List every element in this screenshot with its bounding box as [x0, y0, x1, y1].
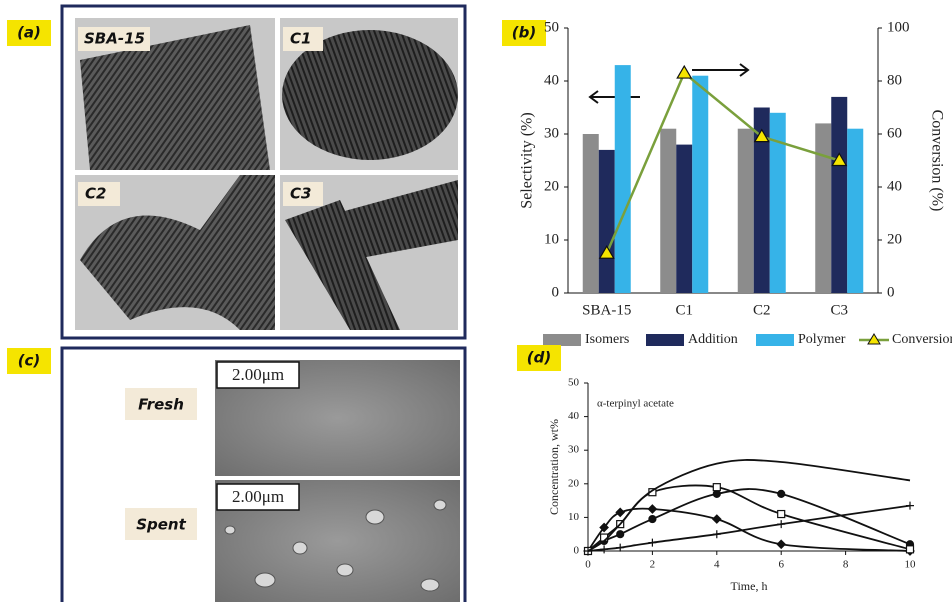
y-tick-label: 40: [544, 72, 559, 88]
x-tick-label: 0: [585, 559, 591, 571]
bar: [583, 134, 599, 293]
panel-label: (d): [527, 349, 551, 367]
bar: [738, 129, 754, 293]
y-tick-label: 30: [568, 444, 580, 456]
y-tick-label: 0: [552, 284, 560, 300]
x-tick-label: C2: [753, 302, 771, 318]
line: [607, 73, 840, 253]
scale-bar-label: 2.00μm: [232, 365, 284, 384]
image-label: SBA-15: [84, 30, 145, 48]
marker: [616, 544, 624, 552]
y2-tick-label: 0: [887, 284, 895, 300]
line: [588, 489, 910, 551]
bar: [615, 65, 631, 293]
y-tick-label: 0: [574, 545, 580, 557]
figure: (a) SBA-15 C1 C2 C3 (c) 2.00μm 2.00μm: [0, 0, 952, 602]
x-tick-label: 8: [843, 559, 849, 571]
bar: [676, 145, 692, 293]
legend-label: Isomers: [585, 332, 629, 347]
marker: [907, 546, 914, 553]
marker: [648, 539, 656, 547]
sample-label: Spent: [136, 516, 186, 534]
bar: [660, 129, 676, 293]
legend-swatch: [646, 334, 684, 346]
y-tick-label: 10: [568, 511, 580, 523]
legend-swatch: [543, 334, 581, 346]
y2-tick-label: 20: [887, 231, 902, 247]
legend-label: Polymer: [798, 332, 846, 347]
y-axis-label: Concentration, wt%: [547, 419, 561, 515]
annotation: α-terpinyl acetate: [597, 398, 674, 410]
y-tick-label: 20: [544, 178, 559, 194]
y-tick-label: 50: [544, 19, 559, 35]
marker: [677, 66, 691, 78]
sample-label: Fresh: [138, 396, 184, 414]
panel-a: (a) SBA-15 C1 C2 C3: [7, 6, 465, 338]
y-tick-label: 50: [568, 377, 580, 389]
y2-tick-label: 60: [887, 125, 902, 141]
x-tick-label: 10: [905, 559, 917, 571]
marker: [713, 490, 720, 497]
bar: [599, 150, 615, 293]
panel-label: (c): [18, 352, 41, 370]
y2-axis-label: Conversion (%): [928, 110, 945, 212]
y-axis-label: Selectivity (%): [519, 112, 536, 208]
marker: [648, 505, 656, 513]
x-tick-label: 6: [778, 559, 784, 571]
image-label: C3: [290, 185, 311, 203]
marker: [713, 515, 721, 523]
bar: [692, 76, 708, 293]
x-axis-label: Time, h: [731, 579, 768, 593]
scale-bar-label: 2.00μm: [232, 487, 284, 506]
panel-label: (b): [512, 24, 536, 42]
marker: [777, 520, 785, 528]
marker: [617, 531, 624, 538]
marker: [713, 530, 721, 538]
marker: [649, 516, 656, 523]
image-label: C1: [290, 30, 311, 48]
legend-swatch: [756, 334, 794, 346]
bar: [815, 123, 831, 293]
marker: [778, 490, 785, 497]
x-tick-label: C3: [830, 302, 848, 318]
y-tick-label: 40: [568, 410, 580, 422]
bar: [831, 97, 847, 293]
marker: [713, 484, 720, 491]
panel-label: (a): [17, 24, 41, 42]
marker: [906, 502, 914, 510]
panel-c: (c) 2.00μm 2.00μm Fresh Spent: [7, 348, 465, 602]
marker: [616, 508, 624, 516]
axis-arrows: [590, 64, 748, 103]
bar: [847, 129, 863, 293]
marker: [777, 540, 785, 548]
x-tick-label: 2: [650, 559, 656, 571]
line: [588, 485, 910, 551]
y2-tick-label: 80: [887, 72, 902, 88]
x-tick-label: C1: [675, 302, 693, 318]
marker: [600, 545, 608, 553]
image-label: C2: [85, 185, 106, 203]
y-tick-label: 20: [568, 477, 580, 489]
marker: [778, 511, 785, 518]
y2-tick-label: 100: [887, 19, 910, 35]
x-tick-label: 4: [714, 559, 720, 571]
y-tick-label: 10: [544, 231, 559, 247]
y-tick-label: 30: [544, 125, 559, 141]
legend-label: Addition: [688, 332, 738, 347]
x-tick-label: SBA-15: [582, 302, 631, 318]
y2-tick-label: 40: [887, 178, 902, 194]
legend-label: Conversion: [892, 332, 952, 347]
line: [588, 506, 910, 551]
